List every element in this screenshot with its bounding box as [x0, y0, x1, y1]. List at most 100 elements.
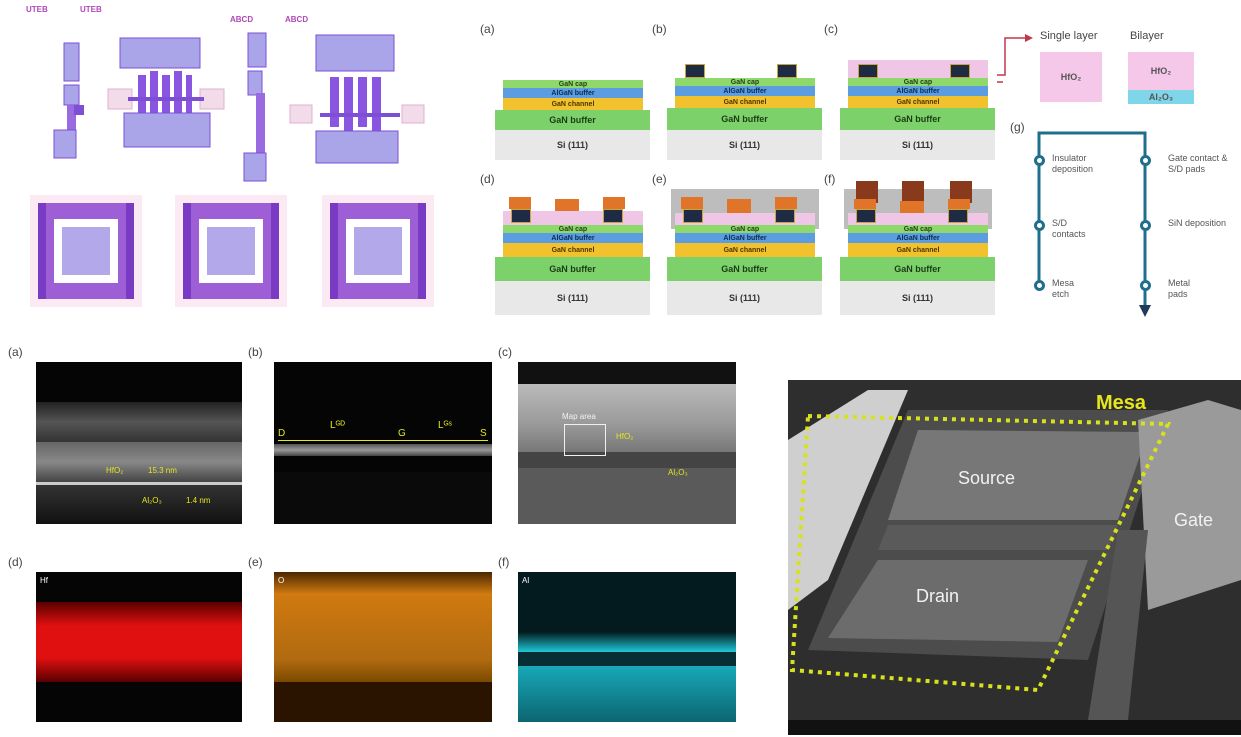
layer-cap: GaN cap: [503, 80, 643, 88]
element-label-o: O: [278, 576, 285, 585]
drain-contact: [950, 64, 970, 78]
panel-label-b: (b): [652, 22, 667, 36]
flow-step-text: S/D contacts: [1052, 218, 1086, 239]
bilayer-hfo2: HfO₂: [1128, 52, 1194, 90]
drain-label: Drain: [916, 586, 960, 606]
drain-pad: [603, 197, 625, 209]
drain-contact: [775, 209, 795, 223]
flow-node: [1034, 280, 1045, 291]
mesa-label: Mesa: [1096, 392, 1147, 414]
eds-map-al: Al: [518, 572, 736, 722]
stack-f: GaN cap AlGaN buffer GaN channel GaN buf…: [840, 181, 995, 315]
bilayer-title: Bilayer: [1130, 30, 1164, 42]
drain-contact: [948, 209, 968, 223]
layer-substrate: Si (111): [495, 281, 650, 315]
layer-channel: GaN channel: [848, 96, 988, 108]
sem-device-drawing: [788, 380, 1241, 735]
flow-node: [1034, 155, 1045, 166]
layer-cap: GaN cap: [848, 225, 988, 233]
layer-buffer: GaN buffer: [840, 257, 995, 281]
layer-buffer: GaN buffer: [667, 257, 822, 281]
stack-b: GaN cap AlGaN buffer GaN channel GaN buf…: [667, 40, 822, 160]
layer-buffer: GaN buffer: [495, 257, 650, 281]
source-label: Source: [958, 468, 1016, 488]
drain-label: D: [278, 428, 286, 439]
layout-label: ABCD: [230, 15, 254, 24]
source-pad: [509, 197, 531, 209]
stack-e: GaN cap AlGaN buffer GaN channel GaN buf…: [667, 185, 822, 315]
layer-barrier: AlGaN buffer: [675, 86, 815, 96]
flow-step-text: SiN deposition: [1168, 218, 1227, 228]
layout-label: UTEB: [80, 5, 102, 14]
panel-label-e: (e): [652, 172, 667, 186]
panel-label-a: (a): [480, 22, 495, 36]
panel-label-f: (f): [498, 555, 510, 569]
panel-label-c: (c): [824, 22, 838, 36]
panel-label-a: (a): [8, 345, 23, 359]
single-layer-hfo2: HfO₂: [1040, 52, 1102, 102]
drain-pad: [948, 199, 970, 209]
layer-buffer: GaN buffer: [495, 110, 650, 130]
layer-barrier: AlGaN buffer: [503, 233, 643, 243]
single-layer-title: Single layer: [1040, 30, 1098, 42]
panel-label-e: (e): [248, 555, 263, 569]
layer-substrate: Si (111): [495, 130, 650, 160]
hfo2-label: HfO₂: [616, 432, 634, 441]
source-contact: [856, 209, 876, 223]
mask-layout-drawing: [30, 32, 434, 307]
layer-channel: GaN channel: [675, 243, 815, 257]
sem-image: Mesa Source Drain Gate: [788, 380, 1241, 735]
layer-cap: GaN cap: [848, 78, 988, 86]
drain-pad: [775, 197, 797, 209]
tem-image-b: D Lᴳᴰ G Lᴳˢ S: [274, 362, 492, 524]
stack-d: GaN cap AlGaN buffer GaN channel GaN buf…: [495, 185, 650, 315]
source-pad: [681, 197, 703, 209]
flow-node: [1140, 280, 1151, 291]
gate-source-length: Lᴳˢ: [438, 420, 452, 431]
panel-label-g: (g): [1010, 120, 1025, 134]
layer-substrate: Si (111): [667, 130, 822, 160]
hfo2-thickness: 15.3 nm: [148, 466, 177, 475]
source-contact: [685, 64, 705, 78]
panel-label-d: (d): [8, 555, 23, 569]
flow-step-text: Gate contact & S/D pads: [1168, 153, 1228, 174]
layer-barrier: AlGaN buffer: [848, 233, 988, 243]
process-panel: (a) GaN cap AlGaN buffer GaN channel GaN…: [480, 0, 1241, 330]
layer-buffer: GaN buffer: [840, 108, 995, 130]
layer-cap: GaN cap: [675, 78, 815, 86]
source-contact: [683, 209, 703, 223]
tem-image-a: HfO₂ 15.3 nm Al₂O₃ 1.4 nm: [36, 362, 242, 524]
metal-pad: [902, 181, 924, 207]
layout-label: UTEB: [26, 5, 48, 14]
al2o3-thickness: 1.4 nm: [186, 496, 211, 505]
flow-step-text: Metal pads: [1168, 278, 1191, 299]
panel-label-b: (b): [248, 345, 263, 359]
layer-cap: GaN cap: [503, 225, 643, 233]
source-contact: [858, 64, 878, 78]
gate-label: Gate: [1174, 510, 1214, 530]
panel-label-f: (f): [824, 172, 836, 186]
tem-panel: (a) (b) (c) (d) (e) (f) HfO₂ 15.3 nm Al₂…: [0, 340, 740, 737]
flow-node: [1140, 220, 1151, 231]
layer-barrier: AlGaN buffer: [848, 86, 988, 96]
gate-contact: [727, 199, 751, 217]
flow-step-text: Mesa etch: [1052, 278, 1075, 299]
layer-substrate: Si (111): [667, 281, 822, 315]
bilayer-al2o3: Al₂O₃: [1128, 90, 1194, 104]
map-area-label: Map area: [562, 412, 596, 421]
gate-drain-length: Lᴳᴰ: [330, 420, 346, 431]
flow-step-text: Insulator deposition: [1052, 153, 1094, 174]
layout-panel: UTEB UTEB ABCD ABCD: [20, 5, 460, 320]
layer-channel: GaN channel: [503, 98, 643, 110]
panel-label-c: (c): [498, 345, 512, 359]
al2o3-label: Al₂O₃: [142, 496, 162, 505]
layer-cap: GaN cap: [675, 225, 815, 233]
gate-label: G: [398, 428, 406, 439]
layer-buffer: GaN buffer: [667, 108, 822, 130]
map-area-box: [564, 424, 606, 456]
layer-substrate: Si (111): [840, 281, 995, 315]
layer-barrier: AlGaN buffer: [675, 233, 815, 243]
stack-c: GaN cap AlGaN buffer GaN channel GaN buf…: [840, 40, 995, 160]
tem-image-c: Map area HfO₂ Al₂O₃: [518, 362, 736, 524]
al2o3-label: Al₂O₃: [668, 468, 688, 477]
